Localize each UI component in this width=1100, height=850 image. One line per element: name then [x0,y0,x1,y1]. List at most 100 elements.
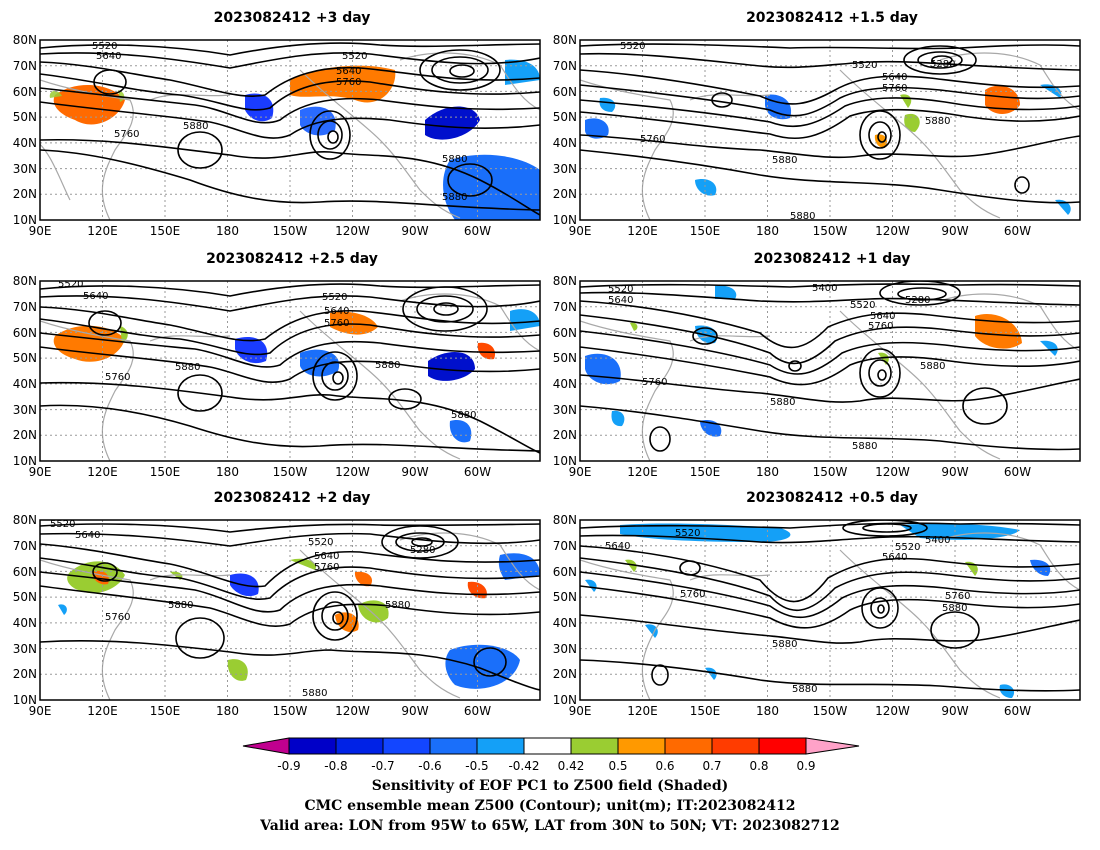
lon-tick: 150E [150,224,181,238]
sensitivity-shade [599,97,616,112]
z500-contour-closed [93,49,501,197]
lat-tick: 40N [553,616,577,630]
coastline [40,532,540,700]
contour-label: 5520 [342,51,367,62]
lat-tick: 60N [553,565,577,579]
lon-tick: 150E [150,704,181,718]
panel-title: 2023082412 +1 day [754,251,911,267]
lon-tick: 120W [875,704,910,718]
sensitivity-shade [510,309,540,331]
contour-labels: 5520 5280 5520 5640 5760 5760 5880 5880 … [620,41,955,220]
contour-label: 5880 [385,600,410,611]
z500-contour-closed [88,286,488,412]
lat-tick: 20N [553,187,577,201]
lat-tick: 30N [553,403,577,417]
colorbar-tick: 0.7 [702,759,721,773]
contour-label: 5880 [175,362,200,373]
lat-tick: 40N [13,616,37,630]
contour-label: 5880 [183,121,208,132]
contour-label: 5520 [850,300,875,311]
lon-tick: 150E [690,465,721,479]
lon-tick: 90E [29,465,52,479]
lon-tick: 90E [569,224,592,238]
lat-axis: 80N 70N 60N 50N 40N 30N 20N 10N [553,274,577,468]
map-panel: 2023082412 +2.5 day [13,251,541,479]
contour-labels: 5520 5640 5520 5640 5760 5280 5760 5880 … [50,520,435,699]
sensitivity-shade [985,85,1020,115]
lon-tick: 120W [875,224,910,238]
sensitivity-shade [585,118,609,139]
contour-label: 5760 [640,134,665,145]
colorbar-tick: -0.5 [465,759,488,773]
lon-tick: 120E [627,704,658,718]
lat-tick: 80N [553,513,577,527]
map-frame [579,39,1081,221]
contour-label: 5760 [882,83,907,94]
lat-tick: 20N [13,428,37,442]
lat-axis: 80N 70N 60N 50N 40N 30N 20N 10N [553,33,577,227]
contour-label: 5640 [324,306,349,317]
sensitivity-shade [290,65,396,103]
lon-tick: 90E [569,465,592,479]
contour-labels: 5520 5640 5520 5400 5640 5760 5760 5880 … [605,528,970,695]
lat-tick: 70N [553,59,577,73]
contour-label: 5640 [882,72,907,83]
contour-label: 5520 [92,41,117,52]
colorbar-max-triangle [805,737,860,755]
lon-axis: 90E 120E 150E 180 150W 120W 90W 60W [569,704,1032,718]
colorbar-swatch [335,737,384,755]
z500-contours [40,523,540,691]
lat-tick: 60N [13,565,37,579]
lon-tick: 90W [401,224,428,238]
colorbar-tick: -0.7 [371,759,394,773]
lat-tick: 20N [13,187,37,201]
contour-label: 5760 [105,372,130,383]
contour-label: 5880 [925,116,950,127]
lon-tick: 60W [464,224,491,238]
map-frame [39,280,541,462]
sensitivity-shade [354,571,373,587]
lat-tick: 50N [13,590,37,604]
panel-title: 2023082412 +2.5 day [206,251,378,267]
contour-label: 5880 [772,155,797,166]
lat-tick: 30N [13,162,37,176]
z500-contour-closed [711,45,1030,194]
gridlines [40,520,540,700]
lon-axis: 90E 120E 150E 180 150W 120W 90W 60W [569,224,1032,238]
gridlines [580,281,1080,461]
contour-label: 5760 [642,377,667,388]
sensitivity-shade [58,604,67,615]
z500-contour-closed [92,525,507,677]
lon-tick: 150W [813,465,848,479]
lat-tick: 80N [13,513,37,527]
lat-tick: 70N [13,59,37,73]
contour-label: 5400 [812,283,837,294]
colorbar-tick: 0.5 [608,759,627,773]
lon-tick: 180 [756,465,779,479]
contour-label: 5880 [168,600,193,611]
contour-label: 5880 [920,361,945,372]
contour-label: 5640 [882,552,907,563]
map-panel: 2023082412 +0.5 day [553,490,1081,718]
contour-label: 5640 [605,541,630,552]
gridlines [580,40,1080,220]
lon-tick: 150W [273,704,308,718]
z500-contour-closed [649,281,1008,452]
lat-tick: 40N [13,377,37,391]
sensitivity-shade [695,179,717,196]
lon-tick: 60W [1004,704,1031,718]
lat-tick: 80N [13,33,37,47]
sensitivity-shade [300,106,336,136]
lon-tick: 150W [273,465,308,479]
colorbar-swatch [429,737,478,755]
lat-tick: 50N [553,110,577,124]
contour-label: 5760 [680,589,705,600]
contour-label: 5520 [895,542,920,553]
contour-label: 5280 [905,295,930,306]
lat-tick: 60N [553,326,577,340]
lon-tick: 180 [216,224,239,238]
caption-line: CMC ensemble mean Z500 (Contour); unit(m… [305,798,796,814]
sensitivity-shade [235,337,268,364]
contour-label: 5880 [942,603,967,614]
lon-tick: 60W [464,465,491,479]
